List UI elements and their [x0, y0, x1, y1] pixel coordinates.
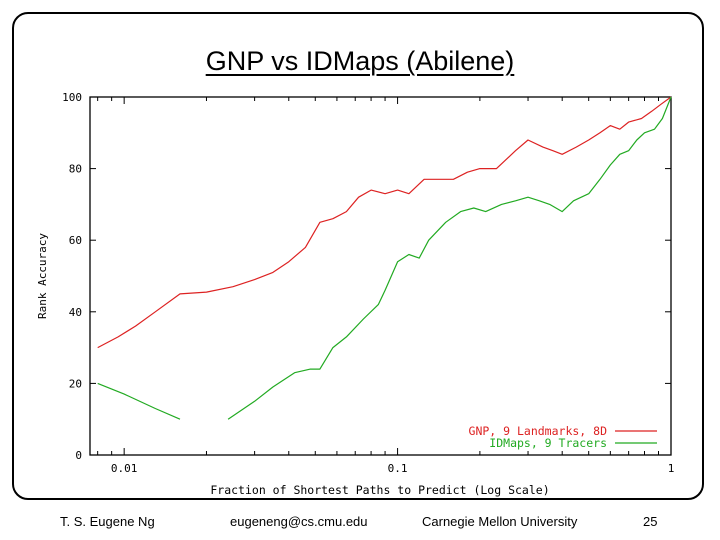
y-tick-label: 80 [69, 163, 82, 176]
footer-institution: Carnegie Mellon University [422, 514, 578, 529]
footer-author: T. S. Eugene Ng [60, 514, 155, 529]
series-line-1 [97, 96, 672, 420]
x-tick-label: 1 [668, 462, 675, 475]
y-tick-label: 100 [62, 91, 82, 104]
slide-title: GNP vs IDMaps (Abilene) [205, 46, 515, 76]
y-axis-label: Rank Accuracy [36, 233, 49, 319]
slide-frame [12, 12, 704, 500]
series-line-0 [97, 96, 672, 349]
x-ticks: 0.01 0.1 1 [97, 97, 675, 475]
x-axis-label: Fraction of Shortest Paths to Predict (L… [210, 483, 549, 497]
series-lines [97, 96, 672, 420]
y-tick-label: 60 [69, 234, 82, 247]
footer-email: eugeneng@cs.cmu.edu [230, 514, 368, 529]
x-tick-label: 0.1 [388, 462, 408, 475]
legend-label-0: GNP, 9 Landmarks, 8D [469, 424, 608, 438]
legend-label-1: IDMaps, 9 Tracers [489, 436, 607, 450]
footer-page-number: 25 [643, 514, 658, 529]
y-tick-label: 20 [69, 377, 82, 390]
x-tick-label: 0.01 [111, 462, 138, 475]
y-ticks: 0 20 40 60 80 100 [62, 91, 671, 462]
plot-frame [89, 96, 672, 456]
y-tick-label: 0 [75, 449, 82, 462]
y-tick-label: 40 [69, 306, 82, 319]
